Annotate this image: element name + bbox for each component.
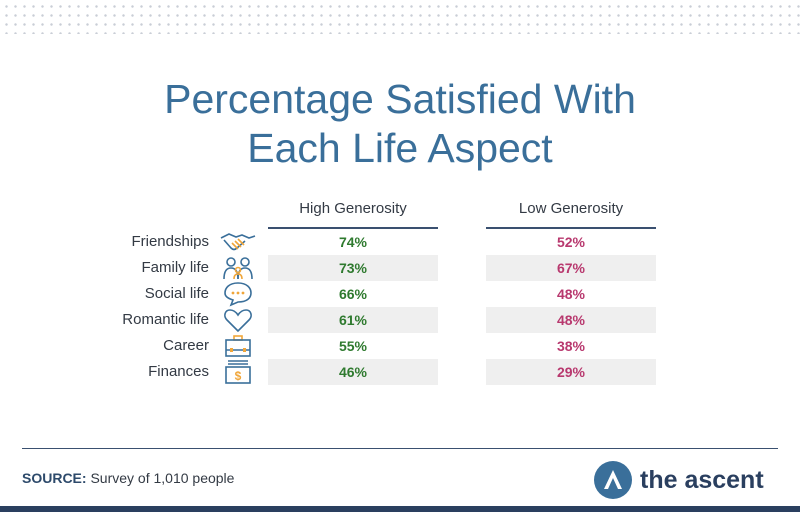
bottom-bar bbox=[0, 506, 800, 512]
column-header-underline-low bbox=[486, 227, 656, 229]
column-header-high-generosity: High Generosity bbox=[299, 200, 407, 217]
low-generosity-value: 38% bbox=[556, 338, 586, 354]
chart-title-line-1: Percentage Satisfied With bbox=[164, 76, 636, 123]
briefcase-icon bbox=[218, 333, 258, 359]
high-generosity-value: 46% bbox=[268, 359, 438, 385]
brand-logo: the ascent bbox=[594, 460, 764, 500]
high-generosity-value: 66% bbox=[338, 286, 368, 302]
low-generosity-value: 52% bbox=[556, 234, 586, 250]
source-note: SOURCE: Survey of 1,010 people bbox=[22, 470, 234, 486]
column-header-underline-high bbox=[268, 227, 438, 229]
money-icon: $ bbox=[218, 359, 258, 385]
low-generosity-value: 29% bbox=[486, 359, 656, 385]
table-row: Social life 66% 48% bbox=[0, 281, 800, 307]
brand-name: the ascent bbox=[640, 465, 764, 494]
table-row: Friendships 74% 52% bbox=[0, 229, 800, 255]
row-label: Career bbox=[163, 337, 209, 354]
row-label: Friendships bbox=[131, 233, 209, 250]
high-generosity-value: 74% bbox=[338, 234, 368, 250]
low-generosity-value: 48% bbox=[486, 307, 656, 333]
table-row: Career 55% 38% bbox=[0, 333, 800, 359]
source-label: SOURCE: bbox=[22, 470, 87, 486]
family-icon bbox=[218, 255, 258, 281]
column-header-low-generosity: Low Generosity bbox=[518, 200, 624, 217]
table-row: Romantic life 61% 48% bbox=[0, 307, 800, 333]
high-generosity-value: 55% bbox=[338, 338, 368, 354]
dot-pattern-decoration bbox=[0, 0, 800, 34]
speech-bubble-icon bbox=[218, 281, 258, 307]
chart-title-line-2: Each Life Aspect bbox=[247, 125, 553, 172]
low-generosity-value: 67% bbox=[486, 255, 656, 281]
low-generosity-value: 48% bbox=[556, 286, 586, 302]
source-text: Survey of 1,010 people bbox=[90, 470, 235, 486]
table-row: Family life 73% 67% bbox=[0, 255, 800, 281]
row-label: Family life bbox=[141, 259, 209, 276]
chart-title: Percentage Satisfied With Each Life Aspe… bbox=[0, 75, 800, 173]
row-label: Social life bbox=[144, 285, 209, 302]
footer-divider bbox=[22, 448, 778, 449]
ascent-logo-icon bbox=[594, 461, 632, 499]
high-generosity-value: 73% bbox=[268, 255, 438, 281]
data-table: Friendships 74% 52% Family life 73% 67% bbox=[0, 229, 800, 385]
handshake-icon bbox=[218, 229, 258, 255]
row-label: Finances bbox=[148, 363, 209, 380]
svg-text:$: $ bbox=[235, 369, 242, 383]
high-generosity-value: 61% bbox=[268, 307, 438, 333]
row-label: Romantic life bbox=[122, 311, 209, 328]
table-row: Finances $ 46% 29% bbox=[0, 359, 800, 385]
heart-icon bbox=[218, 307, 258, 333]
